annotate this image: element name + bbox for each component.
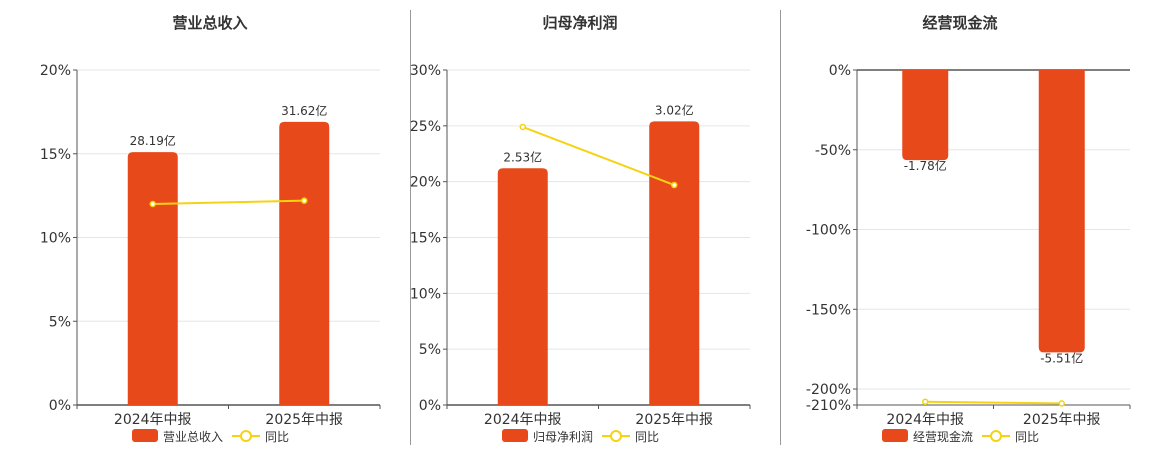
yoy-line: [925, 400, 1062, 405]
chart-title: 营业总收入: [172, 14, 247, 32]
legend-bar-label: 营业总收入: [163, 430, 223, 444]
bar: [279, 121, 330, 406]
legend-bar-label: 归母净利润: [533, 430, 593, 444]
data-label: -1.78亿: [904, 158, 947, 173]
legend-bar-swatch: [502, 429, 528, 442]
yoy-point: [922, 398, 929, 406]
data-label: -5.51亿: [1040, 350, 1083, 365]
x-tick-label: 2024年中报: [886, 412, 964, 428]
legend-bar-swatch: [882, 429, 908, 442]
yoy-line: [152, 199, 305, 205]
legend-line-label: 同比: [635, 430, 659, 444]
legend-bar-label: 经营现金流: [913, 429, 973, 444]
y-tick-label: 30%: [410, 63, 441, 79]
y-tick-label: 5%: [419, 342, 441, 358]
y-tick-label: -200%: [806, 382, 851, 398]
legend-line-marker: [610, 430, 622, 442]
y-tick-label: 10%: [40, 231, 71, 247]
x-tick-label: 2024年中报: [484, 412, 562, 428]
yoy-point: [301, 197, 308, 204]
y-tick-label: 5%: [49, 314, 71, 330]
y-tick-label: -150%: [806, 302, 851, 318]
legend-bar-swatch: [132, 429, 158, 442]
y-tick-label: 15%: [410, 231, 441, 247]
x-tick-label: 2025年中报: [1023, 412, 1101, 428]
y-tick-label: 15%: [40, 147, 71, 163]
y-tick-label: 0%: [49, 398, 71, 414]
yoy-point: [1058, 400, 1065, 407]
y-tick-label: 10%: [410, 286, 441, 302]
y-tick-label: -50%: [815, 143, 851, 159]
x-tick-label: 2024年中报: [114, 412, 192, 428]
y-tick-label: 0%: [829, 63, 851, 79]
legend-line-marker: [990, 430, 1002, 442]
data-label: 31.62亿: [281, 103, 327, 118]
yoy-line: [522, 126, 675, 186]
chart-title: 经营现金流: [922, 14, 997, 32]
data-label: 3.02亿: [655, 102, 694, 117]
y-tick-label: -210%: [806, 398, 851, 414]
legend-line-label: 同比: [1015, 430, 1039, 444]
yoy-point: [149, 200, 156, 208]
bar: [497, 168, 548, 405]
bar: [649, 121, 700, 405]
bar: [902, 70, 949, 161]
bar: [1038, 70, 1085, 353]
x-tick-label: 2025年中报: [635, 412, 713, 428]
legend-line-marker: [240, 430, 252, 442]
yoy-point: [671, 181, 678, 189]
x-tick-label: 2025年中报: [265, 412, 343, 428]
yoy-point: [519, 123, 526, 131]
chart-title: 归母净利润: [542, 14, 617, 32]
bar: [127, 152, 178, 405]
y-tick-label: 0%: [419, 398, 441, 414]
y-tick-label: 20%: [410, 175, 441, 191]
y-tick-label: 20%: [40, 63, 71, 79]
y-tick-label: 25%: [410, 119, 441, 135]
data-label: 2.53亿: [503, 149, 542, 164]
legend-line-label: 同比: [265, 430, 289, 444]
y-tick-label: -100%: [806, 223, 851, 239]
data-label: 28.19亿: [130, 133, 176, 148]
